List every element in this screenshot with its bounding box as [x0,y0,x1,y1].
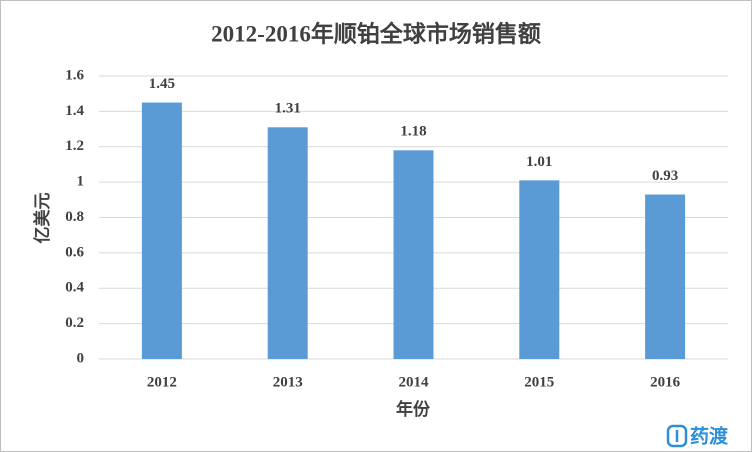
watermark: 药渡 [690,425,729,448]
data-label: 1.31 [275,101,301,117]
bar [141,102,182,359]
data-label: 1.18 [400,124,426,140]
x-tick-label: 2014 [399,374,430,390]
y-tick-label: 1.2 [65,138,84,154]
bar [393,150,434,359]
x-tick-label: 2016 [650,374,681,390]
x-axis-label: 年份 [396,399,431,419]
y-tick-label: 0 [77,350,85,366]
bar [267,127,308,359]
y-tick-label: 1.4 [65,103,84,119]
y-axis-label: 亿美元 [32,193,52,244]
y-tick-label: 0.8 [65,209,84,225]
data-label: 1.45 [149,76,175,92]
y-tick-label: 0.6 [65,244,84,260]
y-tick-label: 1.6 [65,67,84,83]
bar [645,194,686,359]
data-label: 1.01 [526,154,552,170]
bar [519,180,560,359]
y-tick-label: 0.4 [65,280,84,296]
y-tick-label: 0.2 [65,315,84,331]
watermark-logo [666,424,688,448]
x-tick-label: 2012 [147,374,177,390]
y-tick-label: 1 [77,174,85,190]
chart-title: 2012-2016年顺铂全球市场销售额 [211,20,541,46]
data-label: 0.93 [652,168,678,184]
x-tick-label: 2015 [524,374,554,390]
x-tick-label: 2013 [273,374,303,390]
